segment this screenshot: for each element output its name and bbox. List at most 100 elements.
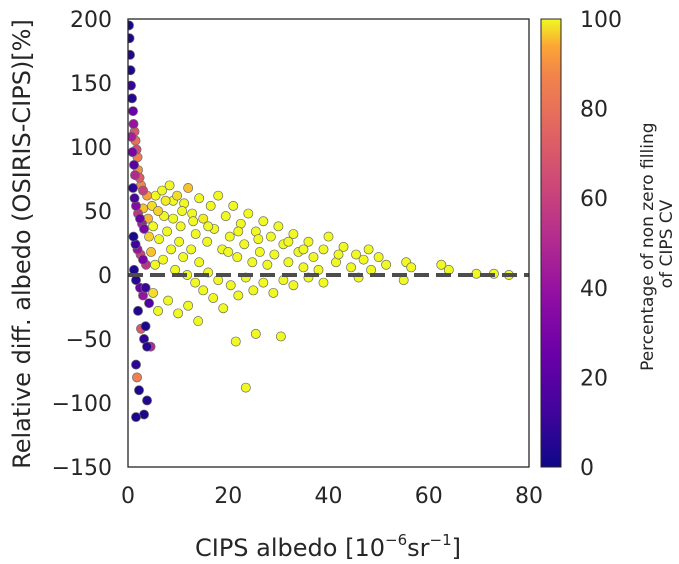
data-point <box>168 213 179 224</box>
data-point <box>142 341 152 352</box>
data-point <box>318 277 329 288</box>
data-point <box>186 244 197 255</box>
data-point <box>135 213 145 224</box>
data-point <box>298 262 309 273</box>
data-point <box>406 262 417 273</box>
x-tick-label: 80 <box>515 484 543 509</box>
data-point <box>138 185 148 196</box>
data-point <box>144 298 155 309</box>
data-point <box>154 234 165 245</box>
data-point <box>128 183 138 193</box>
data-point <box>205 200 216 211</box>
data-point <box>128 131 137 142</box>
data-point <box>133 305 143 316</box>
data-point <box>220 211 231 222</box>
data-point <box>144 231 155 242</box>
x-axis-ticks: 0 20 40 60 80 <box>121 484 543 509</box>
data-point <box>258 216 269 227</box>
data-point <box>162 226 173 237</box>
data-point <box>228 200 239 211</box>
data-point <box>130 170 140 181</box>
plot-frame <box>127 18 530 468</box>
x-tick-label: 20 <box>214 484 242 509</box>
data-point <box>128 106 138 117</box>
data-point <box>308 252 319 263</box>
data-point <box>250 328 261 339</box>
data-point <box>258 277 269 288</box>
data-point <box>218 303 229 314</box>
data-point <box>128 65 136 76</box>
data-point <box>436 259 447 270</box>
data-point <box>471 268 482 279</box>
data-point <box>173 308 184 319</box>
data-point <box>153 206 164 216</box>
data-point <box>194 257 205 268</box>
data-point <box>203 221 214 232</box>
data-point <box>254 247 265 257</box>
data-point <box>275 331 286 342</box>
data-point <box>346 262 357 273</box>
colorbar-tick-label: 0 <box>580 456 594 481</box>
data-point <box>224 231 235 242</box>
data-point <box>213 190 224 201</box>
y-tick-label: −100 <box>52 392 112 417</box>
data-point <box>138 254 148 265</box>
data-point <box>134 385 144 396</box>
y-tick-label: 150 <box>70 72 112 97</box>
x-tick-label: 0 <box>121 484 135 509</box>
data-point <box>338 241 349 252</box>
data-point <box>128 231 139 242</box>
data-point <box>148 287 159 298</box>
colorbar-tick-label: 20 <box>580 366 608 391</box>
data-point <box>288 229 299 239</box>
data-point <box>288 280 299 291</box>
data-point <box>175 221 186 232</box>
data-point <box>298 244 309 255</box>
data-point <box>188 216 199 227</box>
data-point <box>172 190 183 201</box>
data-point <box>177 206 188 216</box>
data-point <box>381 259 392 270</box>
data-point <box>198 285 209 296</box>
data-point <box>166 244 177 255</box>
data-point <box>157 185 168 196</box>
y-tick-label: 200 <box>70 8 112 33</box>
data-point <box>158 254 169 265</box>
data-point <box>318 244 329 255</box>
data-point <box>248 285 259 296</box>
data-point <box>283 257 294 268</box>
data-point <box>142 395 152 406</box>
data-point <box>140 282 151 293</box>
data-point <box>283 236 294 247</box>
data-point <box>223 247 234 257</box>
data-point <box>160 195 171 206</box>
data-point <box>202 236 213 247</box>
data-point <box>193 316 204 327</box>
data-point <box>150 259 161 270</box>
data-point <box>233 226 244 237</box>
data-point <box>148 221 159 232</box>
data-point <box>128 80 136 91</box>
data-point <box>128 119 139 129</box>
y-tick-label: −50 <box>66 328 112 353</box>
data-point <box>247 257 258 268</box>
data-point <box>351 249 362 260</box>
data-point <box>146 247 157 257</box>
x-tick-label: 40 <box>315 484 343 509</box>
data-point <box>132 372 142 383</box>
colorbar-tick-label: 40 <box>580 277 608 302</box>
data-points <box>128 20 514 423</box>
data-point <box>190 277 201 288</box>
data-point <box>363 244 374 255</box>
data-point <box>164 180 175 191</box>
data-point <box>131 359 141 370</box>
data-point <box>153 305 164 316</box>
data-point <box>243 208 254 219</box>
x-tick-label: 60 <box>415 484 443 509</box>
colorbar-tick-label: 100 <box>580 8 622 33</box>
data-point <box>140 321 151 332</box>
data-point <box>128 49 135 60</box>
data-point <box>129 193 140 204</box>
data-point <box>230 336 241 347</box>
